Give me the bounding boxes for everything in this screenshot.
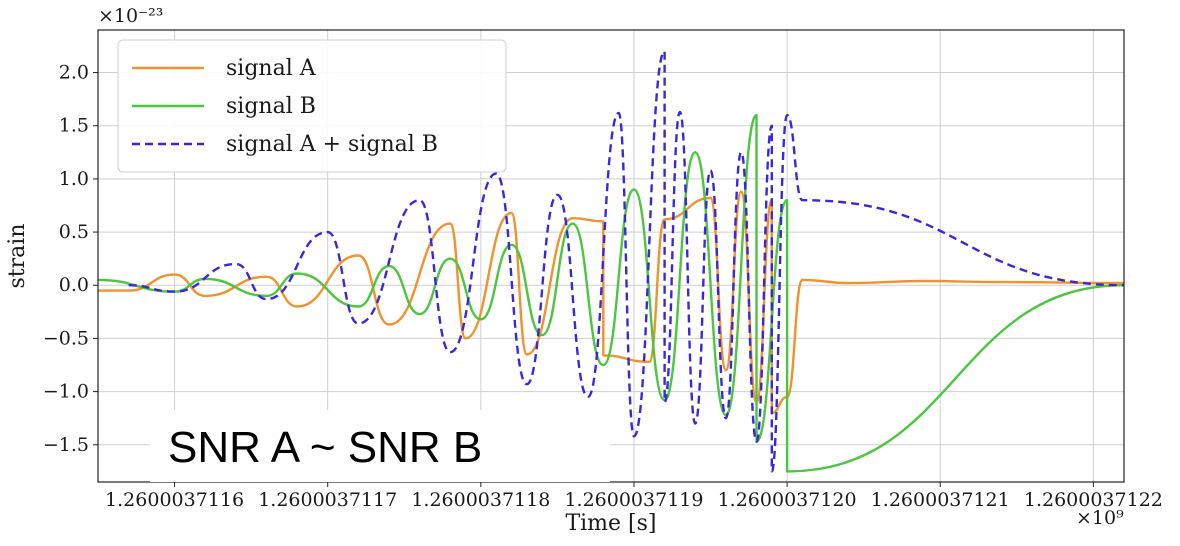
y-scale-label: ×10⁻²³ [98, 5, 163, 27]
tick-layer: 1.2600037116 1.2600037117 1.2600037118 1.26… [43, 62, 1163, 511]
y-tick-label: 1.0 [59, 168, 89, 190]
y-tick-label: 0.0 [59, 274, 89, 296]
legend-box [117, 39, 507, 173]
x-scale-label: ×10⁹ [1076, 507, 1124, 529]
x-tick-label: 1.2600037121 [871, 489, 1010, 511]
x-tick-label: 1.2600037120 [718, 489, 857, 511]
y-tick-label: −1.0 [43, 381, 89, 403]
y-tick-label: 2.0 [59, 62, 89, 84]
y-tick-label: 0.5 [59, 221, 89, 243]
y-tick-label: 1.5 [59, 115, 89, 137]
x-tick-label: 1.2600037119 [564, 489, 703, 511]
legend-label: signal A + signal B [226, 132, 438, 157]
x-tick-label: 1.2600037122 [1024, 489, 1163, 511]
x-tick-label: 1.2600037118 [411, 489, 550, 511]
series-layer [97, 50, 1125, 473]
legend: signal A signal B signal A + signal B [117, 39, 507, 173]
y-axis-label: strain [5, 224, 30, 289]
legend-label: signal B [226, 94, 316, 119]
y-tick-label: −1.5 [43, 434, 89, 456]
x-tick-label: 1.2600037116 [105, 489, 244, 511]
x-axis-label: Time [s] [565, 511, 656, 536]
series-line-3 [128, 50, 1125, 473]
x-tick-label: 1.2600037117 [258, 489, 397, 511]
legend-label: signal A [226, 56, 317, 81]
y-tick-label: −0.5 [43, 327, 89, 349]
series-line-2 [97, 113, 1125, 473]
annotation-background [150, 410, 610, 482]
snr-annotation: SNR A ~ SNR B [168, 423, 482, 472]
plot-frame [97, 29, 1125, 483]
